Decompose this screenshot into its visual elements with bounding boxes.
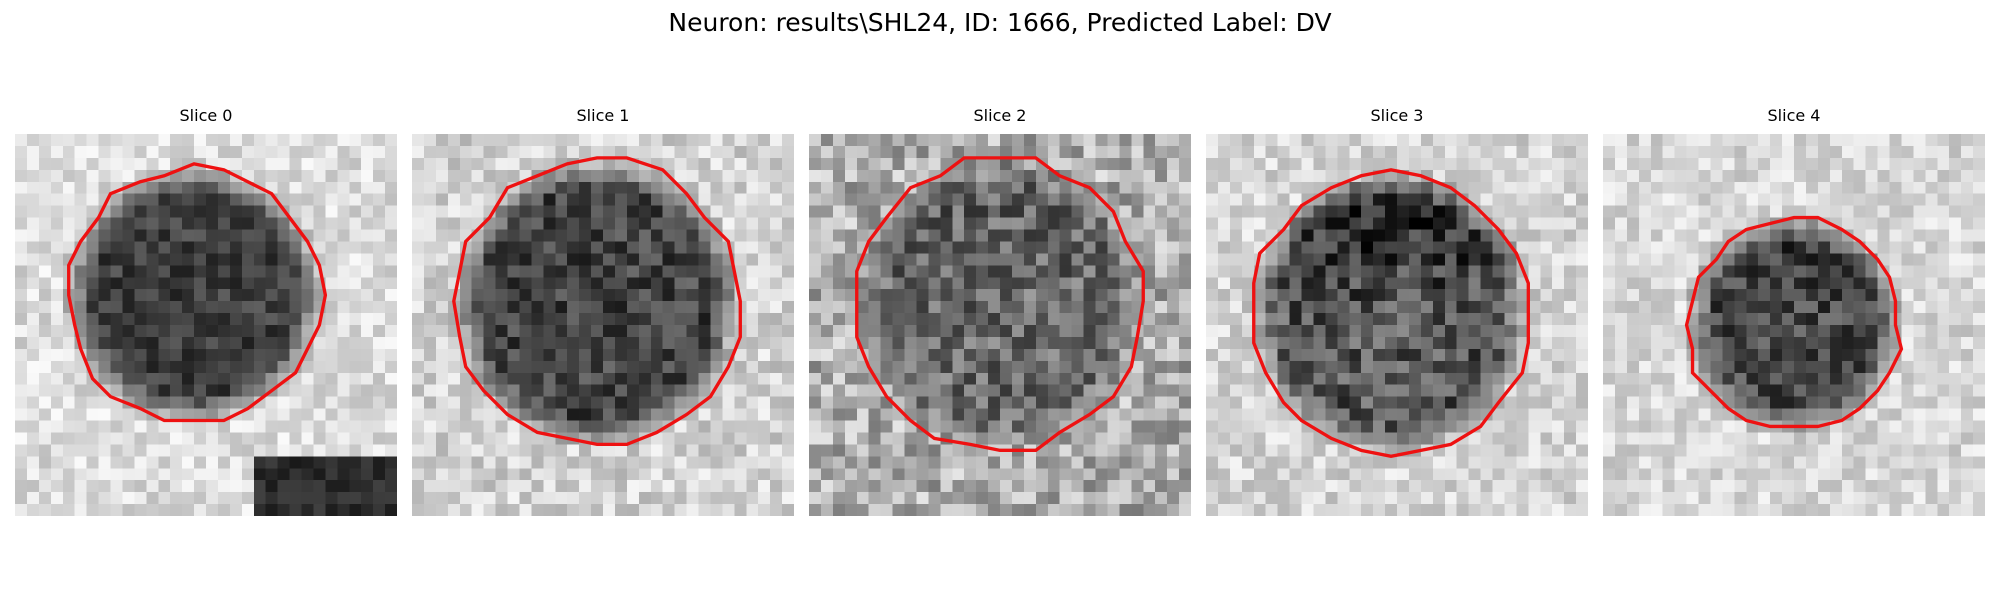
slice-title-2: Slice 2: [973, 106, 1027, 125]
slice-title-4: Slice 4: [1767, 106, 1821, 125]
slice-title-0: Slice 0: [179, 106, 233, 125]
figure-title: Neuron: results\SHL24, ID: 1666, Predict…: [668, 8, 1332, 37]
pixel-grid: [412, 134, 794, 516]
slice-image-1: [412, 134, 794, 516]
slice-panel-4: Slice 4: [1603, 106, 1985, 518]
slice-title-3: Slice 3: [1370, 106, 1424, 125]
slice-image-0: [15, 134, 397, 516]
slice-image-3: [1206, 134, 1588, 516]
pixel-grid: [1603, 134, 1985, 516]
cell-contour: [67, 162, 328, 423]
pixel-grid: [809, 134, 1191, 516]
slice-title-1: Slice 1: [576, 106, 630, 125]
cell-contour: [1684, 215, 1904, 429]
slice-panel-0: Slice 0: [15, 106, 397, 518]
slice-panel-3: Slice 3: [1206, 106, 1588, 518]
cell-contour: [855, 156, 1145, 453]
cell-contour: [452, 156, 742, 447]
slice-image-4: [1603, 134, 1985, 516]
pixel-grid: [1206, 134, 1588, 516]
slice-panel-2: Slice 2: [809, 106, 1191, 518]
cell-contour: [1252, 168, 1530, 459]
pixel-grid: [15, 134, 397, 516]
slice-panel-1: Slice 1: [412, 106, 794, 518]
slice-image-2: [809, 134, 1191, 516]
